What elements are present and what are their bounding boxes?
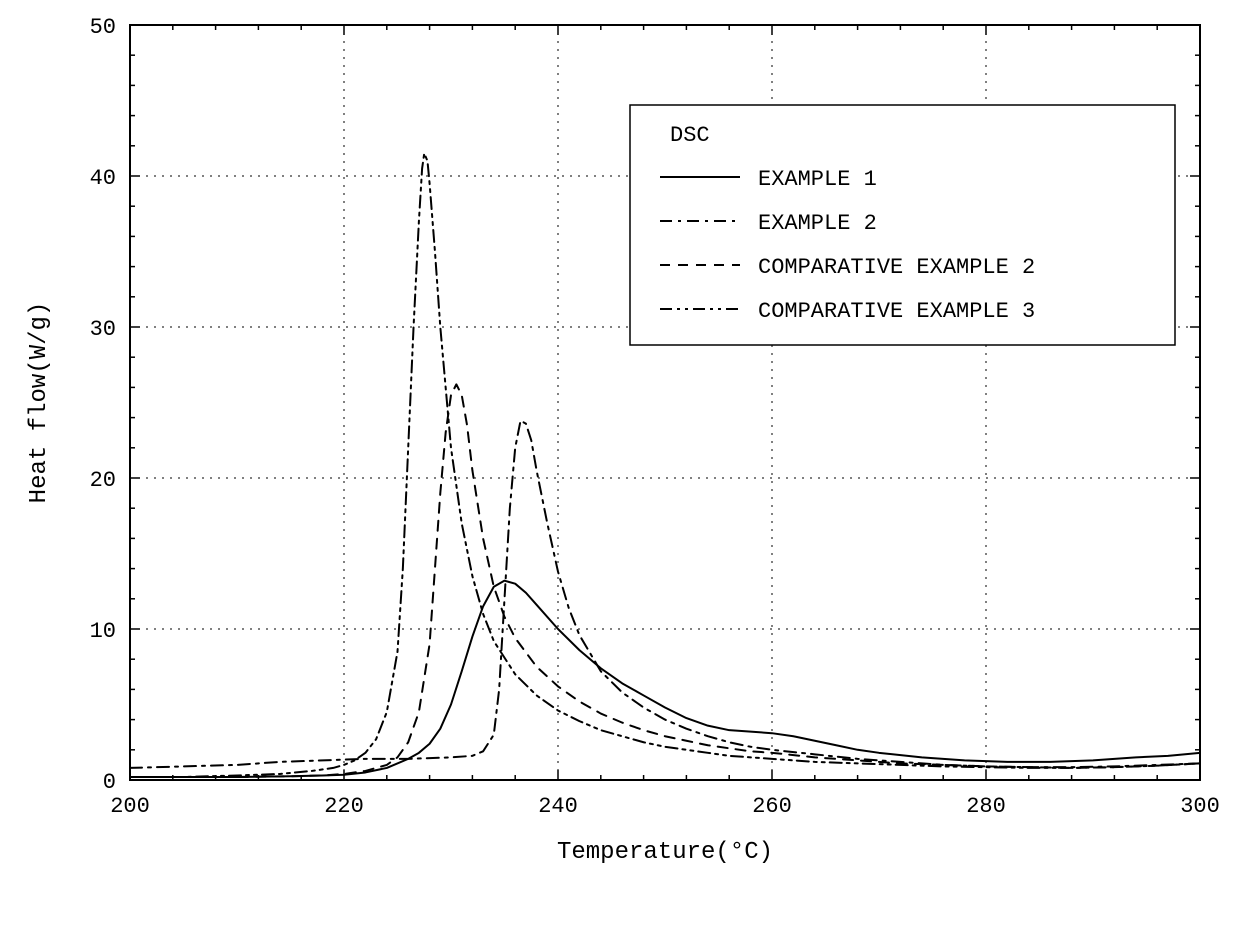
y-tick-label: 0 — [103, 770, 116, 795]
y-tick-label: 40 — [90, 166, 116, 191]
y-tick-label: 20 — [90, 468, 116, 493]
y-tick-label: 10 — [90, 619, 116, 644]
legend-title: DSC — [670, 123, 710, 148]
x-tick-label: 300 — [1180, 794, 1220, 819]
x-tick-label: 200 — [110, 794, 150, 819]
legend-label: COMPARATIVE EXAMPLE 2 — [758, 255, 1035, 280]
chart-svg: 200 220 240 260 280 300 0 10 20 30 40 50 Temperature… — [0, 0, 1240, 929]
y-tick-label: 30 — [90, 317, 116, 342]
x-axis-label: Temperature(°C) — [557, 839, 773, 866]
legend-label: EXAMPLE 2 — [758, 211, 877, 236]
x-tick-label: 260 — [752, 794, 792, 819]
dsc-chart: 200 220 240 260 280 300 0 10 20 30 40 50 Temperature… — [0, 0, 1240, 929]
legend-label: EXAMPLE 1 — [758, 167, 877, 192]
x-tick-label: 240 — [538, 794, 578, 819]
legend-label: COMPARATIVE EXAMPLE 3 — [758, 299, 1035, 324]
x-tick-label: 280 — [966, 794, 1006, 819]
y-axis-label: Heat flow(W/g) — [26, 302, 53, 504]
x-tick-label: 220 — [324, 794, 364, 819]
y-tick-label: 50 — [90, 15, 116, 40]
